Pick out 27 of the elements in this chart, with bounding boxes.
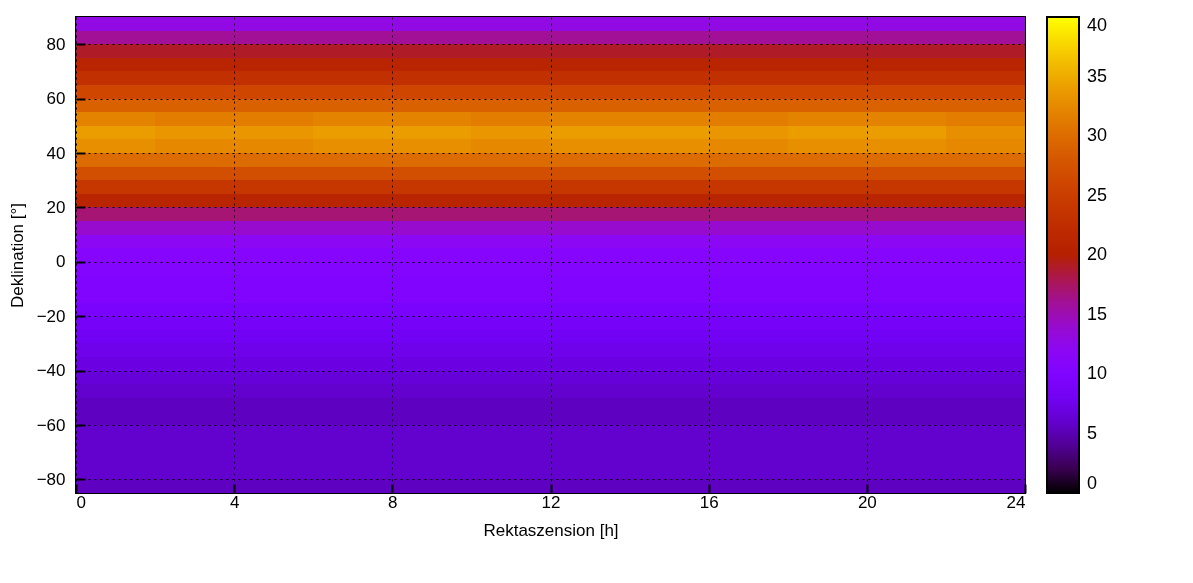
y-tick-label: −80	[36, 469, 66, 489]
y-tick-label: 60	[46, 89, 66, 109]
x-tick-label: 24	[1006, 492, 1026, 512]
y-tick-label: 20	[46, 197, 66, 217]
y-tick-label: 0	[56, 252, 66, 272]
color-bar-label: 25	[1087, 184, 1108, 205]
y-tick-label: 40	[46, 143, 66, 163]
color-bar-label: 15	[1087, 303, 1108, 324]
x-tick-label: 4	[229, 492, 240, 512]
color-bar-label: 10	[1087, 363, 1108, 383]
x-tick-label: 8	[388, 492, 398, 512]
y-axis-title: Deklination [°]	[7, 202, 27, 309]
color-bar-label: 0	[1087, 473, 1098, 493]
y-tick-label: −60	[36, 415, 66, 435]
y-tick-label: −20	[36, 306, 66, 326]
x-axis-title: Rektaszension [h]	[483, 520, 619, 540]
color-bar-label: 35	[1087, 65, 1108, 86]
x-tick-label: 0	[76, 492, 86, 512]
color-bar-label: 40	[1087, 15, 1108, 35]
x-tick-label: 20	[857, 492, 877, 512]
x-tick-label: 12	[541, 492, 561, 512]
y-tick-label: 80	[46, 34, 66, 54]
color-bar-label: 5	[1087, 422, 1098, 443]
color-bar-label: 20	[1087, 244, 1108, 264]
y-tick-label: −40	[36, 361, 66, 381]
x-tick-label: 16	[699, 492, 719, 512]
color-bar-label: 30	[1087, 125, 1108, 145]
